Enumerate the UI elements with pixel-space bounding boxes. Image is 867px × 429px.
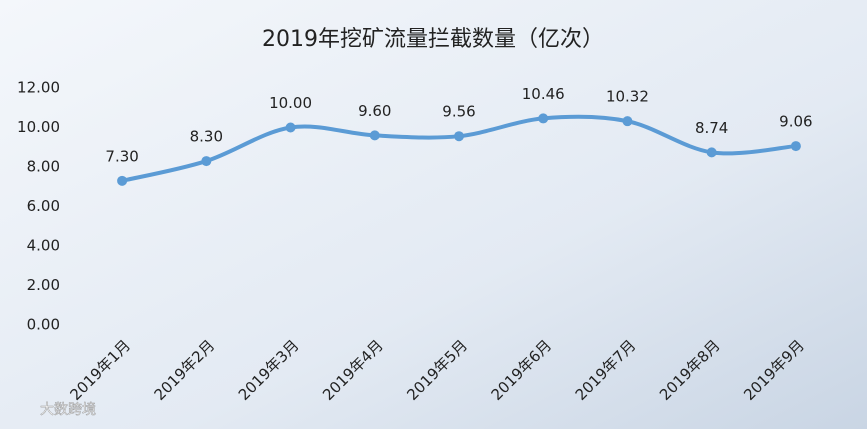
data-label: 8.30: [190, 128, 223, 146]
watermark: 大数跨境: [40, 402, 96, 418]
y-tick-label: 10.00: [17, 118, 60, 136]
y-tick-label: 2.00: [27, 276, 60, 294]
y-tick-label: 0.00: [27, 316, 60, 334]
marker: [201, 156, 212, 167]
marker: [790, 141, 801, 152]
y-tick-label: 12.00: [17, 79, 60, 97]
marker: [285, 122, 296, 133]
marker: [454, 131, 464, 142]
y-tick-label: 8.00: [27, 158, 60, 176]
marker: [538, 113, 549, 124]
chart-title: 2019年挖矿流量拦截数量（亿次）: [262, 27, 604, 52]
y-tick-label: 6.00: [27, 197, 60, 215]
data-label: 8.74: [695, 119, 728, 137]
y-tick-label: 4.00: [27, 237, 60, 255]
data-label: 9.60: [358, 102, 391, 120]
data-label: 9.06: [779, 113, 812, 131]
marker: [117, 175, 128, 186]
data-label: 7.30: [105, 147, 138, 165]
marker: [706, 147, 717, 158]
data-label: 10.00: [269, 94, 312, 112]
data-label: 10.32: [606, 88, 649, 106]
data-label: 9.56: [442, 103, 475, 121]
marker: [369, 130, 380, 141]
data-label: 10.46: [522, 85, 565, 103]
marker: [622, 116, 633, 127]
